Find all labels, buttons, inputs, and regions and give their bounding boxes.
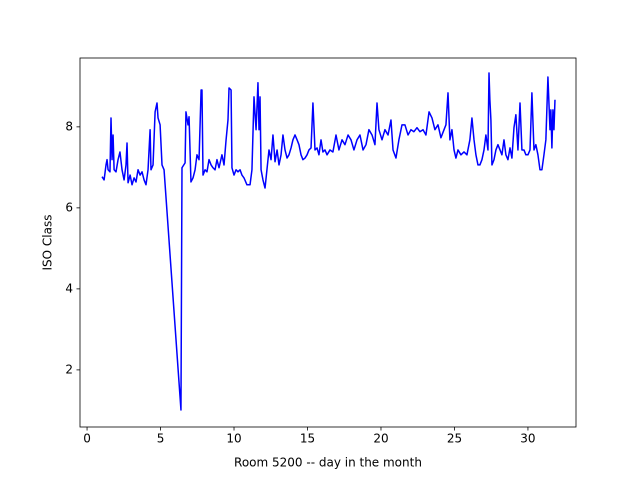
y-tick-label: 8 (65, 119, 73, 133)
x-tick-label: 15 (300, 432, 315, 446)
x-tick-label: 25 (447, 432, 462, 446)
data-line (101, 72, 556, 411)
x-tick-label: 30 (520, 432, 535, 446)
x-tick-label: 10 (226, 432, 241, 446)
axes-frame (79, 57, 577, 428)
y-tick-label: 6 (65, 200, 73, 214)
x-tick-label: 20 (373, 432, 388, 446)
y-axis-label: ISO Class (41, 215, 55, 271)
x-tick-label: 0 (83, 432, 91, 446)
y-tick-label: 4 (65, 281, 73, 295)
x-axis-label: Room 5200 -- day in the month (234, 456, 422, 470)
x-tick-label: 5 (157, 432, 165, 446)
y-tick-label: 2 (65, 362, 73, 376)
